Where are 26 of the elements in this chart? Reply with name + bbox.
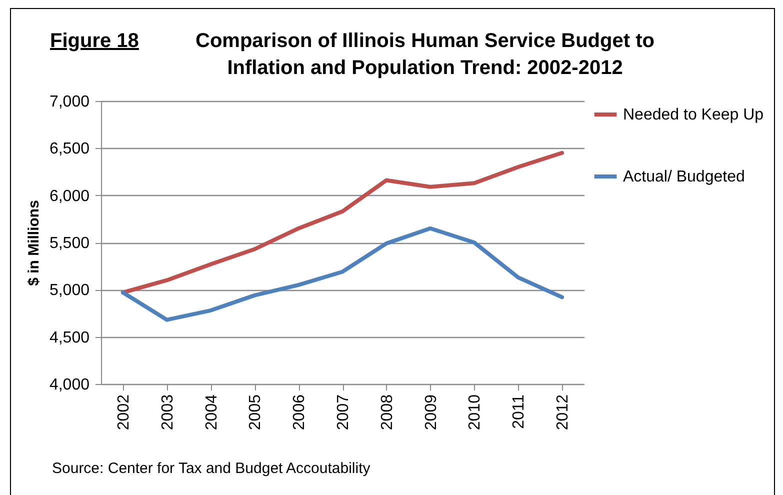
y-tick-label: 6,500 bbox=[49, 140, 90, 158]
y-tick-label: 4,500 bbox=[49, 329, 90, 346]
chart-title: Comparison of Illinois Human Service Budget to Inflation and Population Trend: 2002-2012 bbox=[194, 29, 656, 81]
x-tick-label: 2004 bbox=[203, 394, 220, 430]
x-tick-label: 2009 bbox=[422, 394, 440, 430]
x-tick-label: 2003 bbox=[159, 394, 176, 430]
y-tick-label: 6,000 bbox=[49, 188, 90, 205]
x-tick-label: 2010 bbox=[466, 394, 484, 430]
y-axis-title: $ in Millions bbox=[25, 200, 42, 286]
legend-label: Needed to Keep Up bbox=[623, 106, 764, 124]
y-tick-label: 4,000 bbox=[49, 376, 90, 394]
y-tick-label: 7,000 bbox=[49, 94, 90, 110]
x-tick-label: 2005 bbox=[247, 394, 264, 430]
x-tick-label: 2011 bbox=[510, 394, 528, 429]
y-tick-label: 5,500 bbox=[49, 235, 90, 252]
y-tick-label: 5,000 bbox=[49, 282, 90, 300]
x-tick-label: 2008 bbox=[378, 394, 396, 430]
line-series bbox=[120, 226, 564, 322]
legend-label: Actual/ Budgeted bbox=[623, 168, 745, 186]
source-note: Source: Center for Tax and Budget Accoutability bbox=[52, 460, 370, 477]
x-tick-label: 2012 bbox=[554, 394, 572, 430]
x-tick-label: 2006 bbox=[291, 394, 308, 430]
caption: Figure 18 bbox=[50, 30, 139, 53]
x-tick-label: 2007 bbox=[335, 394, 352, 430]
x-tick-label: 2002 bbox=[115, 394, 132, 430]
line-series bbox=[120, 150, 564, 294]
